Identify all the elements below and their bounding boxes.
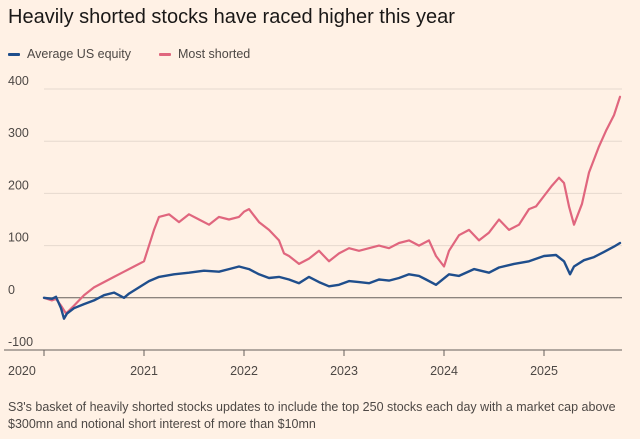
legend-swatch-average-us-equity bbox=[8, 52, 20, 56]
series-line-most-shorted bbox=[42, 95, 622, 315]
y-tick-label: 200 bbox=[8, 178, 29, 192]
x-tick-label: 2022 bbox=[230, 364, 258, 378]
x-tick-label: 2020 bbox=[8, 364, 36, 378]
y-tick-label: -100 bbox=[8, 335, 33, 349]
series-line-average-us-equity bbox=[42, 241, 622, 320]
y-tick-label: 400 bbox=[8, 74, 29, 88]
legend-item-most-shorted: Most shorted bbox=[159, 47, 250, 61]
x-tick-label: 2025 bbox=[530, 364, 558, 378]
legend-swatch-most-shorted bbox=[159, 52, 171, 56]
y-tick-label: 0 bbox=[8, 283, 15, 297]
legend-label-most-shorted: Most shorted bbox=[178, 47, 251, 61]
y-tick-label: 300 bbox=[8, 126, 29, 140]
chart-title: Heavily shorted stocks have raced higher… bbox=[8, 6, 455, 28]
legend-label-average-us-equity: Average US equity bbox=[27, 47, 131, 61]
y-tick-label: 100 bbox=[8, 231, 29, 245]
x-tick-label: 2023 bbox=[330, 364, 358, 378]
x-tick-label: 2024 bbox=[430, 364, 458, 378]
footnote: S3's basket of heavily shorted stocks up… bbox=[8, 400, 616, 431]
legend: Average US equity Most shorted bbox=[8, 47, 278, 61]
legend-item-average-us-equity: Average US equity bbox=[8, 47, 131, 61]
x-tick-label: 2021 bbox=[130, 364, 158, 378]
